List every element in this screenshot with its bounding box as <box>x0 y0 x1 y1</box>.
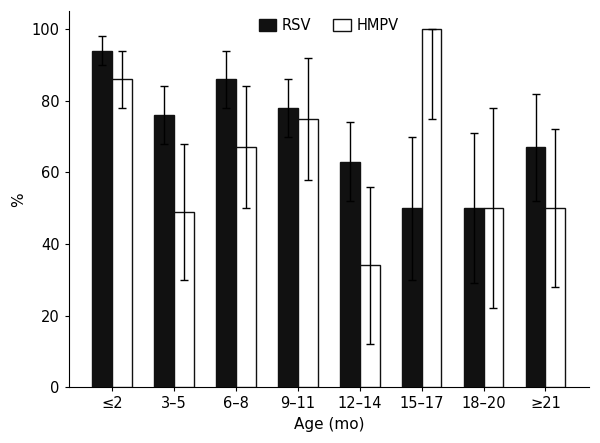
Bar <box>545 208 565 387</box>
Bar <box>278 108 298 387</box>
X-axis label: Age (mo): Age (mo) <box>293 417 364 432</box>
Bar <box>112 79 132 387</box>
Bar <box>526 147 545 387</box>
Bar <box>154 115 174 387</box>
Bar <box>216 79 236 387</box>
Bar <box>402 208 422 387</box>
Bar <box>92 51 112 387</box>
Bar <box>464 208 484 387</box>
Legend: RSV, HMPV: RSV, HMPV <box>259 19 399 33</box>
Bar <box>174 212 194 387</box>
Bar <box>360 265 380 387</box>
Bar <box>340 162 360 387</box>
Y-axis label: %: % <box>11 192 26 206</box>
Bar <box>298 119 317 387</box>
Bar <box>236 147 256 387</box>
Bar <box>422 29 442 387</box>
Bar <box>484 208 503 387</box>
